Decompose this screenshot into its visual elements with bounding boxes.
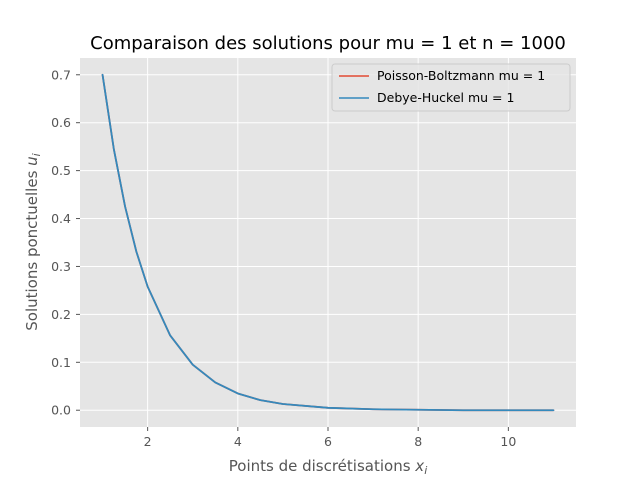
series-lines — [101, 73, 555, 412]
y-tick-label: 0.6 — [51, 115, 71, 130]
y-axis-label-text: Solutions ponctuelles — [23, 170, 41, 330]
x-tick-label: 4 — [234, 434, 242, 449]
y-axis-label: Solutions ponctuelles ui — [23, 153, 43, 331]
y-tick-label: 0.0 — [51, 403, 71, 418]
legend-label-1: Debye-Huckel mu = 1 — [377, 90, 514, 105]
x-axis-ticks: 2 4 6 8 10 — [144, 427, 516, 449]
chart-title: Comparaison des solutions pour mu = 1 et… — [90, 33, 566, 54]
x-tick-label: 8 — [414, 434, 422, 449]
x-tick-label: 6 — [324, 434, 332, 449]
x-axis-label: Points de discrétisations xi — [229, 457, 428, 477]
grid — [80, 58, 576, 427]
y-tick-label: 0.2 — [51, 307, 71, 322]
y-tick-label: 0.3 — [51, 259, 71, 274]
y-tick-label: 0.5 — [51, 163, 71, 178]
legend-label-0: Poisson-Boltzmann mu = 1 — [377, 68, 545, 83]
x-axis-label-text: Points de discrétisations — [229, 457, 411, 475]
x-tick-label: 10 — [500, 434, 516, 449]
legend: Poisson-Boltzmann mu = 1 Debye-Huckel mu… — [331, 63, 571, 112]
series-line-1 — [101, 73, 555, 412]
x-tick-label: 2 — [144, 434, 152, 449]
x-axis-label-var: x — [414, 457, 424, 475]
legend-box — [331, 63, 571, 112]
y-axis-label-subscript: i — [30, 153, 43, 156]
y-axis-ticks: 0.0 0.1 0.2 0.3 0.4 0.5 0.6 0.7 — [51, 67, 80, 418]
x-axis-label-subscript: i — [424, 464, 427, 477]
y-tick-label: 0.4 — [51, 211, 71, 226]
y-tick-label: 0.1 — [51, 355, 71, 370]
y-axis-label-var: u — [23, 156, 41, 166]
y-tick-label: 0.7 — [51, 67, 71, 82]
